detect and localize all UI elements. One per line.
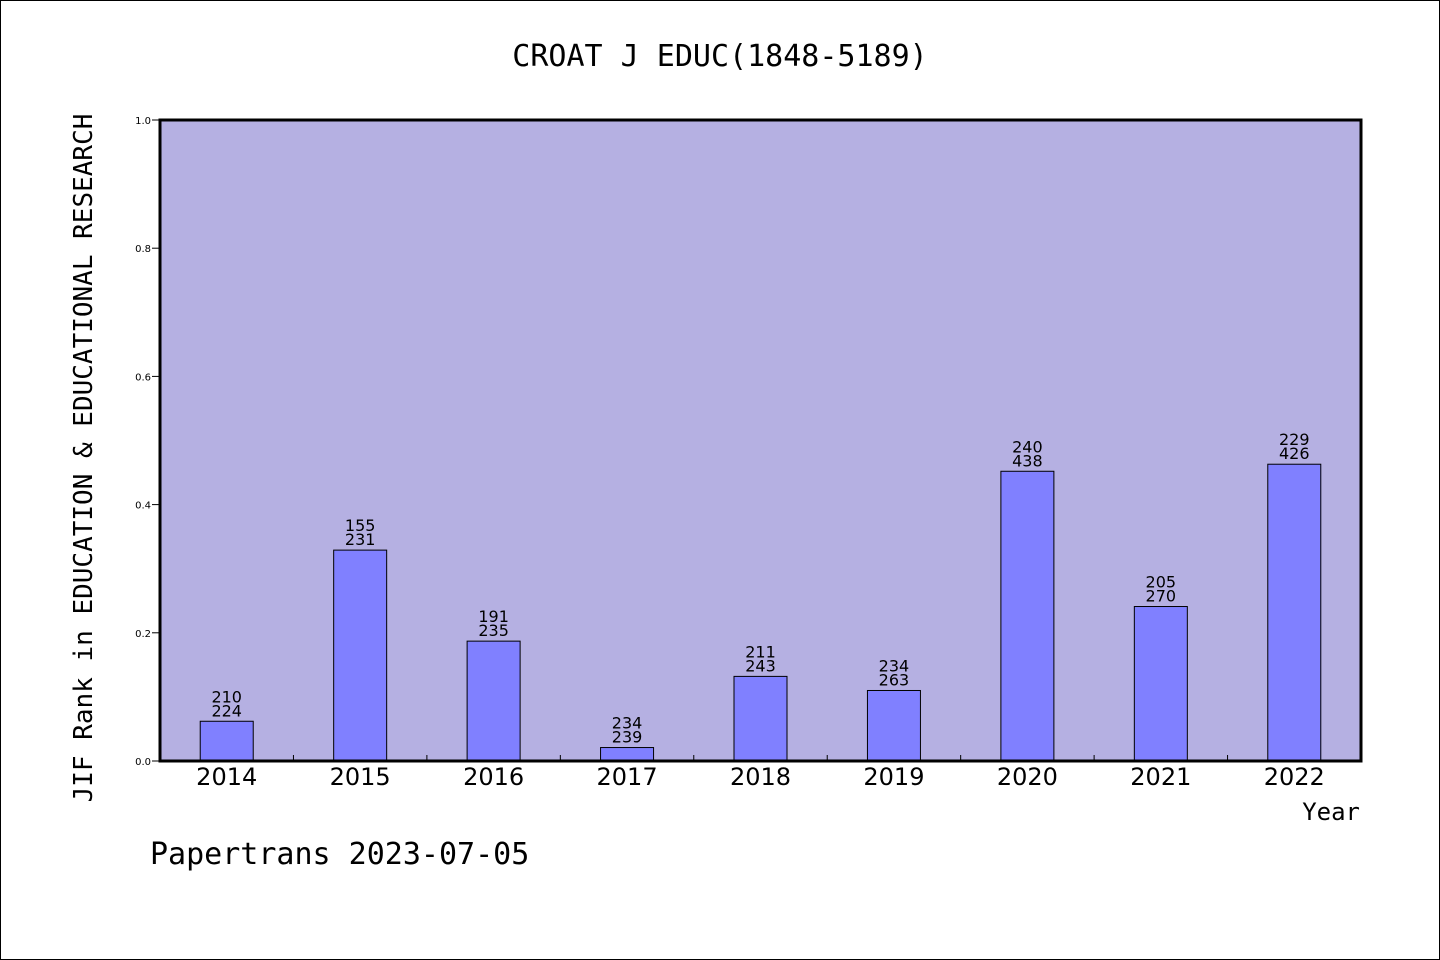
y-tick-label: 0.2 [135,629,151,640]
data-label-top: 229 [1279,430,1310,449]
y-tick-label: 1.0 [135,116,151,127]
bar-2020 [1000,470,1055,762]
bar-2015 [333,549,388,762]
data-label-bottom: 438 [1012,451,1043,470]
data-label-bottom: 231 [345,530,376,549]
data-label-bottom: 224 [211,701,242,720]
bar-2022 [1267,463,1322,762]
data-label-top: 211 [745,642,776,661]
x-tick-label: 2019 [863,763,924,791]
y-tick-label: 0.4 [135,501,151,512]
y-axis-label: JIF Rank in EDUCATION & EDUCATIONAL RESE… [69,114,99,803]
x-tick-label: 2015 [330,763,391,791]
bar-2018 [733,675,788,762]
bar-2016 [466,640,521,762]
data-label-bottom: 239 [612,728,643,747]
data-label-bottom: 263 [879,670,910,689]
x-tick-label: 2021 [1130,763,1191,791]
data-label-top: 234 [612,714,643,733]
x-axis: 2014 2015 2016 2017 2018 2019 2020 2021 2022 [196,755,1325,791]
y-tick-label: 0.8 [135,244,151,255]
bar-2019 [866,689,921,762]
bar-2021 [1133,606,1188,762]
data-label-top: 191 [478,607,509,626]
x-tick-label: 2016 [463,763,524,791]
bar-2014 [199,720,254,762]
x-tick-label: 2014 [196,763,257,791]
footer-text: Papertrans 2023-07-05 [150,837,529,872]
x-tick-label: 2022 [1264,763,1325,791]
x-tick-label: 2020 [997,763,1058,791]
y-tick-label: 0.6 [135,372,151,383]
x-tick-label: 2017 [597,763,658,791]
data-label-top: 205 [1146,573,1177,592]
data-label-top: 234 [879,656,910,675]
x-axis-label: Year [1302,798,1360,826]
x-tick-label: 2018 [730,763,791,791]
y-axis: 0.0 0.2 0.4 0.6 0.8 1.0 [135,116,160,768]
data-label-top: 155 [345,516,376,535]
data-label-top: 240 [1012,437,1043,456]
data-label-bottom: 426 [1279,444,1310,463]
data-label-bottom: 235 [478,621,509,640]
plot-border [158,118,1363,763]
data-label-bottom: 270 [1146,587,1177,606]
y-tick-label: 0.0 [135,757,151,768]
data-label-bottom: 243 [745,656,776,675]
chart-title: CROAT J EDUC(1848-5189) [512,39,927,74]
data-label-top: 210 [211,687,242,706]
bar-2017 [600,747,655,762]
